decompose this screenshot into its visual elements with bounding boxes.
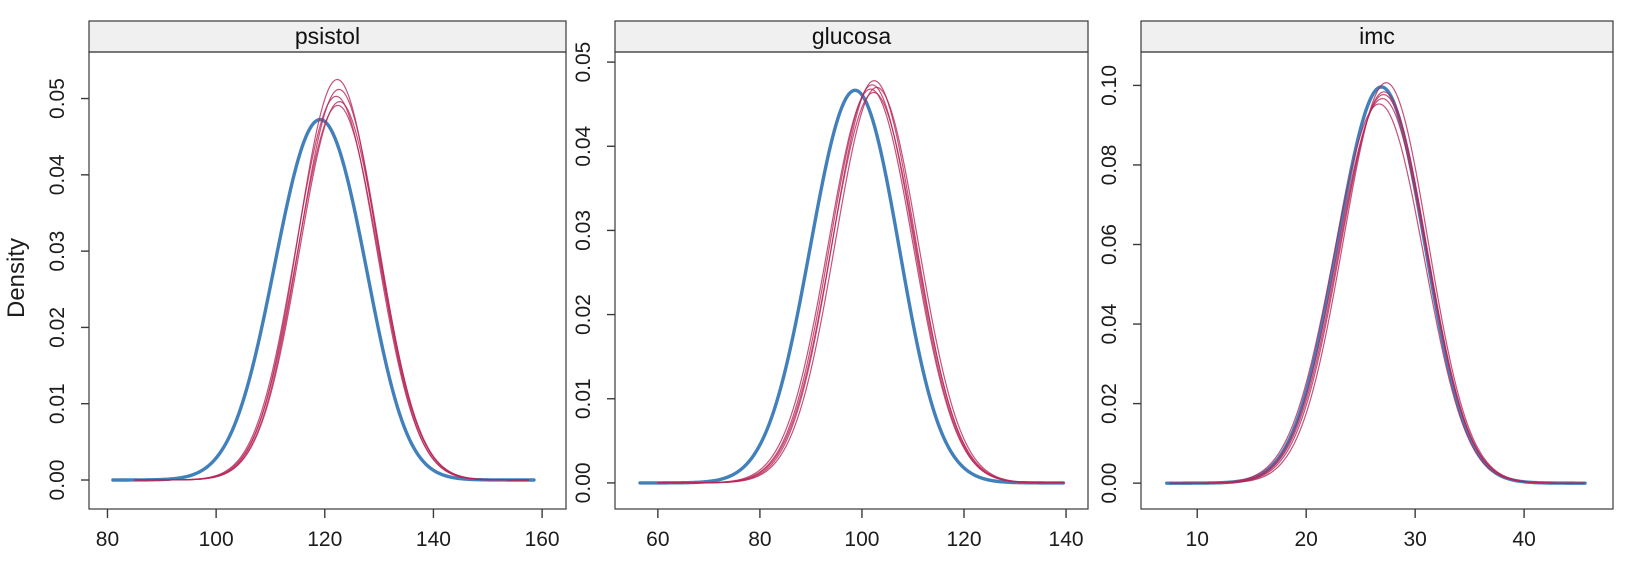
y-tick-label: 0.06 — [1098, 224, 1121, 265]
density-curve-imputed-4 — [657, 88, 1065, 484]
y-tick-label: 0.03 — [572, 210, 595, 251]
y-tick-label: 0.04 — [572, 126, 595, 167]
y-tick-label: 0.02 — [1098, 383, 1121, 424]
density-curve-imputed-3 — [657, 86, 1065, 484]
panel-psistol: psistol 80 100 120 140 160 0.00 0.01 0.02 0.03 0.0… — [46, 20, 567, 551]
plot-box — [88, 51, 567, 510]
x-tick-label: 10 — [1186, 528, 1209, 551]
x-tick-label: 140 — [1049, 528, 1084, 551]
x-tick-label: 120 — [946, 528, 981, 551]
y-tick-label: 0.00 — [1098, 463, 1121, 504]
density-curve-observed — [1165, 85, 1587, 485]
panel-title: glucosa — [812, 23, 891, 49]
density-curve-imputed-4 — [1169, 91, 1585, 484]
y-tick-label: 0.03 — [46, 231, 69, 272]
density-curve-imputed-4 — [134, 101, 530, 481]
density-curve-imputed-2 — [657, 84, 1065, 484]
panel-imc: imc 10 20 30 40 0.00 0.02 0.04 0.06 0.08 0.10 — [1098, 20, 1614, 551]
x-tick-label: 80 — [96, 528, 119, 551]
density-curve-observed — [638, 88, 1066, 485]
plot-box — [1140, 51, 1614, 510]
x-tick-label: 80 — [748, 528, 771, 551]
x-tick-label: 100 — [844, 528, 879, 551]
y-axis-title: Density — [3, 238, 30, 318]
y-tick-label: 0.04 — [1098, 303, 1121, 344]
x-tick-label: 140 — [416, 528, 451, 551]
density-curve-imputed-5 — [657, 91, 1065, 484]
x-tick-label: 120 — [307, 528, 342, 551]
y-tick-label: 0.10 — [1098, 65, 1121, 106]
y-tick-label: 0.01 — [572, 378, 595, 419]
y-tick-label: 0.00 — [46, 460, 69, 501]
density-curve-imputed-5 — [1169, 97, 1585, 484]
y-tick-label: 0.05 — [46, 78, 69, 119]
y-tick-label: 0.01 — [46, 383, 69, 424]
x-tick-label: 40 — [1512, 528, 1535, 551]
plot-box — [614, 51, 1089, 510]
x-tick-label: 60 — [646, 528, 669, 551]
density-curve-imputed-3 — [1169, 93, 1585, 484]
strip-header — [1140, 20, 1614, 53]
density-curve-imputed-3 — [134, 95, 530, 481]
y-tick-label: 0.00 — [572, 462, 595, 503]
strip-header — [88, 20, 567, 53]
panel-title: imc — [1359, 23, 1395, 49]
y-tick-label: 0.04 — [46, 154, 69, 195]
density-curve-imputed-2 — [134, 88, 530, 481]
density-curve-imputed-5 — [134, 104, 530, 481]
y-tick-label: 0.08 — [1098, 145, 1121, 186]
y-tick-label: 0.05 — [572, 42, 595, 83]
y-tick-label: 0.02 — [572, 294, 595, 335]
density-curve-imputed-1 — [657, 80, 1065, 484]
x-tick-label: 100 — [199, 528, 234, 551]
strip-header — [614, 20, 1089, 53]
density-curve-imputed-2 — [1169, 103, 1585, 484]
x-tick-label: 30 — [1403, 528, 1426, 551]
x-tick-label: 20 — [1294, 528, 1317, 551]
panel-glucosa: glucosa 60 80 100 120 140 0.00 0.01 0.02 0.03 0.04… — [572, 20, 1089, 551]
density-curve-observed — [111, 117, 536, 482]
panel-title: psistol — [295, 23, 360, 49]
x-tick-label: 160 — [525, 528, 560, 551]
y-tick-label: 0.02 — [46, 307, 69, 348]
density-curve-imputed-1 — [134, 78, 530, 481]
density-curve-imputed-1 — [1169, 82, 1585, 484]
